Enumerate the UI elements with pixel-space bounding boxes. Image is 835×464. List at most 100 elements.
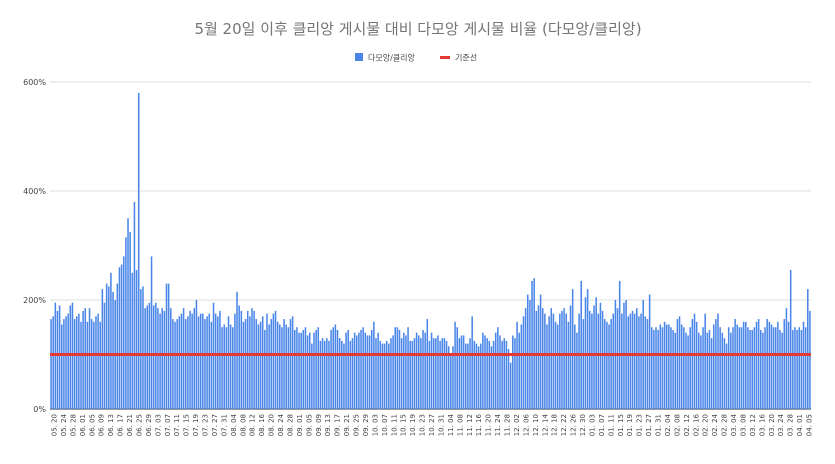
x-tick-label: 10. 27 bbox=[428, 414, 436, 436]
bar bbox=[672, 329, 674, 409]
bar bbox=[770, 324, 773, 409]
x-tick-label: 08. 16 bbox=[258, 413, 266, 436]
x-tick-label: 06. 01 bbox=[79, 414, 87, 436]
bar bbox=[266, 313, 268, 410]
x-tick-label: 02. 04 bbox=[664, 413, 672, 436]
x-tick-label: 09. 25 bbox=[353, 414, 361, 436]
x-tick-label: 02. 12 bbox=[683, 414, 691, 436]
bar bbox=[202, 313, 204, 410]
bar bbox=[524, 308, 527, 409]
bar bbox=[197, 316, 200, 409]
bar bbox=[272, 313, 275, 410]
bar bbox=[751, 329, 753, 409]
bar bbox=[289, 319, 292, 409]
bar bbox=[403, 332, 405, 409]
bar bbox=[264, 329, 266, 409]
bar bbox=[552, 313, 555, 410]
bar bbox=[516, 321, 518, 409]
bar bbox=[580, 280, 582, 409]
bar bbox=[745, 321, 747, 409]
bar bbox=[492, 340, 495, 410]
bar bbox=[86, 321, 89, 409]
x-tick-label: 01. 03 bbox=[588, 414, 596, 436]
bar bbox=[253, 310, 255, 409]
bar bbox=[240, 310, 243, 409]
bar bbox=[165, 283, 168, 409]
x-tick-label: 09. 09 bbox=[315, 414, 323, 436]
bar bbox=[574, 324, 576, 409]
bar bbox=[300, 332, 302, 409]
bar bbox=[255, 319, 258, 409]
x-axis-tick-labels: 05. 20 05. 24 05. 28 06. 01 06. 05 06. 09 06. … bbox=[51, 413, 814, 436]
bar bbox=[503, 338, 506, 409]
bar bbox=[259, 321, 262, 409]
bar bbox=[129, 231, 131, 410]
bar bbox=[494, 332, 497, 409]
bar bbox=[676, 319, 679, 409]
bar bbox=[734, 319, 736, 409]
bar bbox=[187, 316, 189, 409]
bar bbox=[794, 327, 796, 409]
bar bbox=[777, 321, 779, 409]
bar bbox=[501, 340, 503, 410]
bar bbox=[721, 332, 724, 409]
bar bbox=[691, 319, 694, 409]
bar bbox=[627, 316, 629, 409]
bar bbox=[742, 321, 745, 409]
bar bbox=[736, 324, 739, 409]
bar bbox=[351, 338, 354, 409]
x-tick-label: 09. 21 bbox=[343, 414, 351, 436]
bar bbox=[236, 291, 238, 409]
x-tick-label: 04. 01 bbox=[796, 414, 804, 436]
x-tick-label: 10. 15 bbox=[400, 414, 408, 436]
bar bbox=[328, 340, 330, 410]
bar bbox=[454, 321, 456, 409]
bar bbox=[680, 324, 683, 409]
bar bbox=[554, 321, 557, 409]
bar bbox=[355, 335, 358, 409]
bar bbox=[377, 332, 379, 409]
bar bbox=[73, 319, 76, 409]
bar bbox=[659, 324, 662, 409]
bar bbox=[661, 327, 664, 409]
bar bbox=[315, 329, 317, 409]
bar bbox=[700, 335, 702, 409]
x-tick-label: 08. 04 bbox=[230, 413, 238, 436]
bar bbox=[578, 313, 580, 410]
bar bbox=[800, 329, 803, 409]
bar bbox=[766, 319, 768, 409]
bar bbox=[375, 338, 377, 409]
bar bbox=[663, 321, 666, 409]
x-tick-label: 12. 26 bbox=[570, 413, 578, 436]
bar bbox=[90, 319, 93, 409]
x-tick-label: 01. 31 bbox=[655, 414, 663, 436]
bar bbox=[112, 291, 114, 409]
x-tick-label: 12. 14 bbox=[541, 413, 549, 436]
bar bbox=[768, 321, 771, 409]
bar bbox=[687, 335, 689, 409]
bar bbox=[238, 305, 240, 409]
bar bbox=[131, 272, 134, 409]
bar bbox=[234, 313, 236, 410]
bar bbox=[63, 319, 65, 409]
bar bbox=[159, 313, 161, 410]
bar bbox=[422, 329, 424, 409]
bar bbox=[764, 327, 766, 409]
bar bbox=[601, 310, 604, 409]
x-tick-label: 06. 13 bbox=[107, 414, 115, 436]
bar bbox=[638, 316, 640, 409]
bar bbox=[738, 327, 741, 409]
bar bbox=[467, 343, 469, 409]
bar bbox=[385, 340, 388, 410]
bar bbox=[488, 340, 491, 410]
x-tick-label: 11. 08 bbox=[456, 414, 464, 436]
bar bbox=[785, 308, 788, 409]
legend-swatch-bar bbox=[355, 53, 363, 61]
bar bbox=[712, 324, 715, 409]
bar bbox=[370, 329, 373, 409]
bar bbox=[787, 321, 790, 409]
x-tick-label: 10. 07 bbox=[381, 414, 389, 436]
bar bbox=[591, 313, 593, 410]
bar bbox=[323, 340, 326, 410]
bar bbox=[804, 327, 807, 409]
